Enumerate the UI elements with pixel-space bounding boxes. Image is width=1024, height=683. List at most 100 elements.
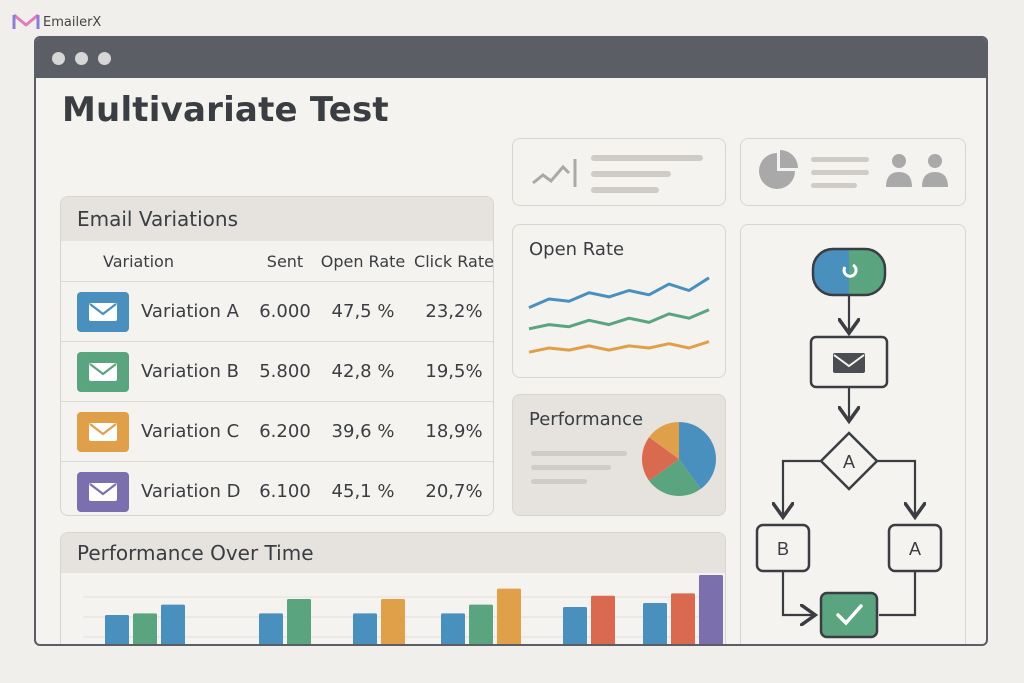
bar — [381, 599, 405, 644]
bar — [671, 593, 695, 644]
bar — [161, 604, 185, 644]
main-content: Multivariate Test Email Variations Varia… — [36, 78, 986, 644]
table-row[interactable]: Variation B 5.800 42,8 % 19,5% — [61, 342, 493, 402]
email-node[interactable] — [809, 335, 889, 389]
pie-slice — [649, 422, 679, 459]
pie-slice — [642, 437, 679, 481]
variation-name-cell: Variation A — [61, 291, 257, 332]
placeholder-line — [531, 451, 627, 456]
window-control-maximize[interactable] — [98, 51, 111, 65]
brand: EmailerX — [12, 12, 101, 32]
audience-summary-card[interactable] — [740, 138, 966, 206]
table-row[interactable]: Variation C 6.200 39,6 % 18,9% — [61, 402, 493, 462]
page-title: Multivariate Test — [62, 90, 389, 130]
variation-name: Variation A — [141, 301, 239, 322]
table-body: Variation A 6.000 47,5 % 23,2% Variation B 5.… — [61, 282, 493, 521]
table-header: Variation Sent Open Rate Click Rate — [61, 241, 494, 282]
title-bar — [36, 38, 986, 78]
pie-slice — [679, 422, 716, 489]
window-control-close[interactable] — [52, 51, 65, 65]
envelope-icon — [77, 351, 129, 392]
open-rate-cell: 47,5 % — [331, 301, 395, 322]
bar — [105, 615, 129, 644]
envelope-icon — [77, 411, 129, 452]
open-rate-series-line — [528, 276, 710, 309]
sent-cell: 6.200 — [259, 421, 311, 442]
open-rate-card[interactable]: Open Rate — [512, 224, 726, 378]
pie-slice — [649, 459, 701, 496]
test-flow-card: A B A — [740, 224, 966, 644]
test-flow-diagram: A B A — [755, 247, 943, 639]
click-rate-cell: 18,9% — [425, 421, 483, 442]
brand-logo-icon — [12, 13, 40, 29]
checkmark-icon — [836, 604, 863, 626]
branch-node-b[interactable]: B — [755, 523, 811, 573]
performance-graphic — [531, 422, 716, 496]
trend-summary-card[interactable] — [512, 138, 726, 206]
placeholder-line — [811, 183, 857, 188]
envelope-icon — [77, 291, 129, 332]
column-header-click-rate: Click Rate — [414, 251, 494, 271]
branch-node-a[interactable]: A — [887, 523, 943, 573]
sent-cell: 6.100 — [259, 481, 311, 502]
table-row[interactable]: Variation A 6.000 47,5 % 23,2% — [61, 282, 493, 342]
bar — [699, 575, 723, 644]
bar — [469, 604, 493, 644]
branch-a-label: A — [909, 539, 921, 559]
flow-arrow — [781, 571, 813, 615]
start-icon — [842, 263, 858, 278]
bar — [497, 588, 521, 644]
variation-name: Variation B — [141, 361, 239, 382]
column-header-open-rate: Open Rate — [320, 251, 406, 271]
variation-name-cell: Variation B — [61, 351, 257, 392]
sent-cell: 6.000 — [259, 301, 311, 322]
performance-card[interactable]: Performance — [512, 394, 726, 516]
variation-name-cell: Variation D — [61, 471, 257, 512]
bar — [563, 607, 587, 644]
start-node[interactable] — [811, 247, 887, 297]
click-rate-cell: 19,5% — [425, 361, 483, 382]
flow-arrow — [877, 459, 915, 515]
window-control-minimize[interactable] — [75, 51, 88, 65]
open-rate-cell: 39,6 % — [331, 421, 395, 442]
sent-cell: 5.800 — [259, 361, 311, 382]
email-variations-heading: Email Variations — [61, 197, 493, 241]
bar-chart — [83, 575, 723, 644]
flow-arrow — [783, 459, 821, 515]
app-window: Multivariate Test Email Variations Varia… — [34, 36, 988, 646]
flow-arrow — [879, 571, 917, 617]
bar — [591, 595, 615, 644]
email-icon — [833, 353, 865, 373]
variation-name-cell: Variation C — [61, 411, 257, 452]
column-header-sent: Sent — [266, 251, 304, 271]
pie-chart-icon — [759, 150, 798, 189]
audience-summary-graphic — [759, 150, 948, 189]
table-row[interactable]: Variation D 6.100 45,1 % 20,7% — [61, 462, 493, 521]
column-header-variation: Variation — [103, 251, 174, 271]
users-icon — [886, 154, 948, 187]
performance-label: Performance — [529, 409, 644, 430]
performance-over-time-card: Performance Over Time — [60, 532, 726, 644]
placeholder-line — [591, 155, 703, 161]
bar — [353, 613, 377, 644]
open-rate-series-line — [528, 308, 710, 331]
performance-pie-chart — [642, 422, 716, 496]
trend-summary-graphic — [532, 155, 703, 193]
success-node[interactable] — [819, 591, 879, 639]
open-rate-cell: 45,1 % — [331, 481, 395, 502]
bar — [133, 613, 157, 644]
click-rate-cell: 20,7% — [425, 481, 483, 502]
open-rate-line-chart — [528, 276, 710, 354]
decision-node-label: A — [843, 452, 855, 472]
open-rate-series-line — [528, 340, 710, 354]
decision-node-a[interactable]: A — [819, 431, 879, 491]
placeholder-line — [591, 171, 671, 177]
envelope-icon — [77, 471, 129, 512]
bar — [259, 613, 283, 644]
branch-b-label: B — [777, 539, 789, 559]
bar — [287, 599, 311, 644]
placeholder-line — [591, 187, 659, 193]
open-rate-cell: 42,8 % — [331, 361, 395, 382]
performance-over-time-heading: Performance Over Time — [61, 533, 725, 573]
placeholder-line — [811, 157, 869, 162]
